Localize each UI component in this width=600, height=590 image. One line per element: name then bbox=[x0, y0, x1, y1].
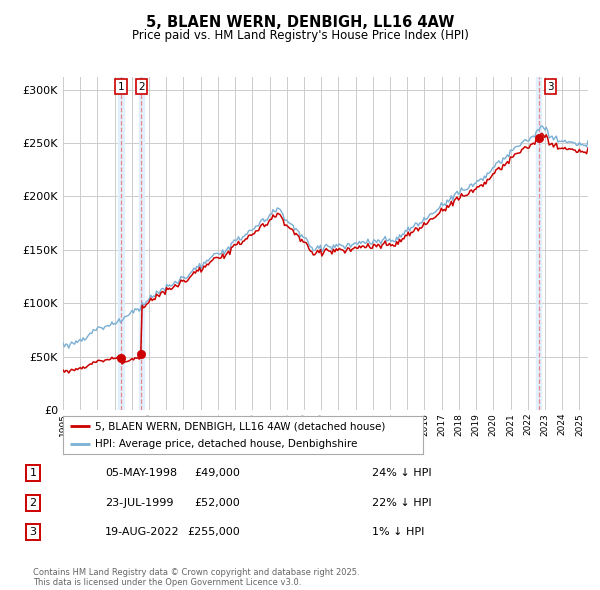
Text: 5, BLAEN WERN, DENBIGH, LL16 4AW (detached house): 5, BLAEN WERN, DENBIGH, LL16 4AW (detach… bbox=[95, 421, 386, 431]
Text: 2: 2 bbox=[29, 498, 37, 507]
Text: 05-MAY-1998: 05-MAY-1998 bbox=[105, 468, 177, 478]
Text: £49,000: £49,000 bbox=[194, 468, 240, 478]
Text: 3: 3 bbox=[547, 81, 554, 91]
Text: 1: 1 bbox=[118, 81, 124, 91]
Text: 22% ↓ HPI: 22% ↓ HPI bbox=[372, 498, 431, 507]
Text: 23-JUL-1999: 23-JUL-1999 bbox=[105, 498, 173, 507]
Text: 1% ↓ HPI: 1% ↓ HPI bbox=[372, 527, 424, 537]
Text: 24% ↓ HPI: 24% ↓ HPI bbox=[372, 468, 431, 478]
Bar bbox=[139, 77, 144, 410]
Text: £52,000: £52,000 bbox=[194, 498, 240, 507]
Bar bbox=[118, 77, 124, 410]
Text: 2: 2 bbox=[138, 81, 145, 91]
Text: 1: 1 bbox=[29, 468, 37, 478]
Text: 3: 3 bbox=[29, 527, 37, 537]
Text: £255,000: £255,000 bbox=[187, 527, 240, 537]
Text: 19-AUG-2022: 19-AUG-2022 bbox=[105, 527, 179, 537]
Text: HPI: Average price, detached house, Denbighshire: HPI: Average price, detached house, Denb… bbox=[95, 439, 358, 449]
Text: 5, BLAEN WERN, DENBIGH, LL16 4AW: 5, BLAEN WERN, DENBIGH, LL16 4AW bbox=[146, 15, 454, 30]
Text: Contains HM Land Registry data © Crown copyright and database right 2025.
This d: Contains HM Land Registry data © Crown c… bbox=[33, 568, 359, 587]
Text: Price paid vs. HM Land Registry's House Price Index (HPI): Price paid vs. HM Land Registry's House … bbox=[131, 30, 469, 42]
Bar bbox=[536, 77, 541, 410]
